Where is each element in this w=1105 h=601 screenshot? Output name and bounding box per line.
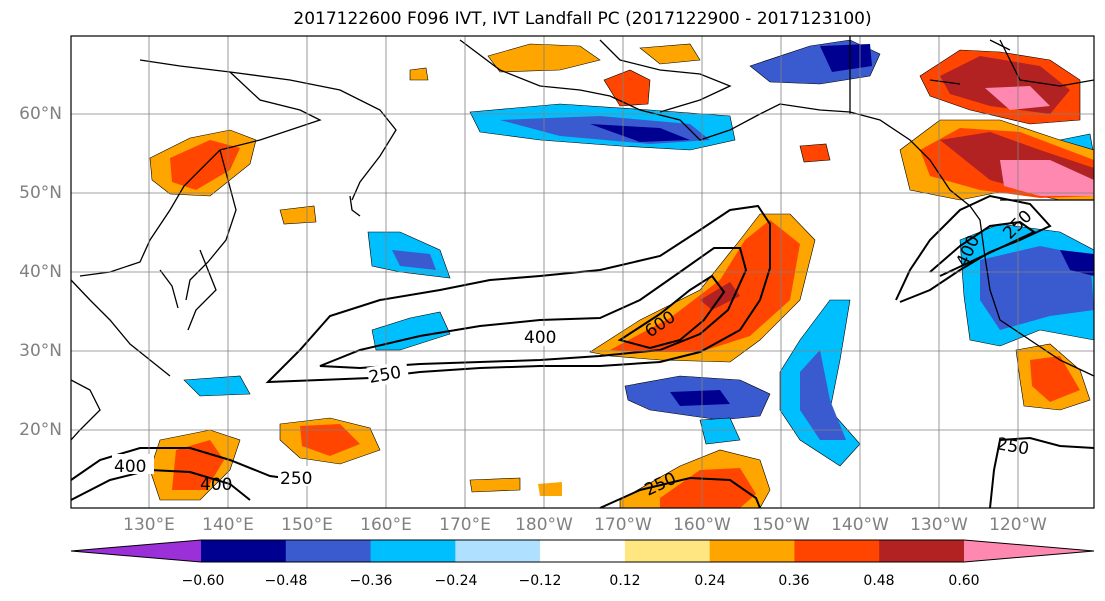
lon-label: 150°W: [752, 515, 810, 535]
lon-label: 130°W: [910, 515, 968, 535]
ivt-contours: [71, 194, 1094, 508]
colorbar-tick-label: 0.12: [609, 573, 641, 589]
colorbar-segment: [709, 540, 795, 562]
contour-label: 250: [995, 434, 1030, 459]
colorbar-tick-label: −0.60: [181, 573, 225, 589]
colorbar-segment: [71, 540, 201, 562]
colorbar-tick-label: −0.12: [518, 573, 562, 589]
negative-anomaly-fields: [183, 39, 1094, 467]
colorbar-tick-label: 0.24: [694, 573, 726, 589]
lat-label-60n: 60°N: [19, 104, 62, 124]
lon-label: 160°E: [360, 515, 412, 535]
colorbar: [70, 539, 1095, 563]
colorbar-tick-label: −0.48: [264, 573, 308, 589]
colorbar-tick-label: 0.60: [948, 573, 980, 589]
colorbar-segment: [455, 540, 541, 562]
lon-label: 130°E: [123, 515, 175, 535]
lat-label-40n: 40°N: [19, 262, 62, 282]
contour-labels: 400 600 250 400 250 400 250 250 400 250: [112, 206, 1036, 501]
lat-label-20n: 20°N: [19, 420, 62, 440]
colorbar-segment: [370, 540, 456, 562]
contour-label: 400: [200, 475, 232, 495]
lon-label: 160°W: [673, 515, 731, 535]
lon-label: 120°W: [989, 515, 1047, 535]
lat-label-50n: 50°N: [19, 183, 62, 203]
contour-label: 250: [280, 469, 312, 489]
lon-label: 150°E: [281, 515, 333, 535]
colorbar-segment: [624, 540, 711, 562]
colorbar-segment: [201, 540, 287, 562]
lon-label: 180°W: [515, 515, 573, 535]
coastlines: [71, 36, 1094, 441]
lon-label: 140°E: [202, 515, 254, 535]
lon-label: 170°W: [594, 515, 652, 535]
colorbar-segment: [540, 540, 626, 562]
map-title: 2017122600 F096 IVT, IVT Landfall PC (20…: [293, 9, 872, 29]
colorbar-segment: [285, 540, 372, 562]
lat-label-30n: 30°N: [19, 341, 62, 361]
graticule: [71, 36, 1094, 508]
colorbar-segment: [879, 540, 965, 562]
colorbar-outline: [70, 539, 1095, 563]
lon-label: 140°W: [831, 515, 889, 535]
contour-label: 400: [524, 328, 556, 348]
positive-anomaly-fields: [149, 43, 1094, 508]
colorbar-tick-label: 0.36: [778, 573, 810, 589]
contour-label: 400: [114, 457, 146, 477]
map-frame: [70, 35, 1095, 509]
colorbar-segment: [964, 540, 1094, 562]
colorbar-segment: [794, 540, 880, 562]
colorbar-tick-label: −0.24: [434, 573, 478, 589]
lon-label: 170°E: [439, 515, 491, 535]
colorbar-tick-label: 0.48: [863, 573, 895, 589]
colorbar-tick-label: −0.36: [349, 573, 393, 589]
contour-label: 250: [367, 363, 402, 388]
